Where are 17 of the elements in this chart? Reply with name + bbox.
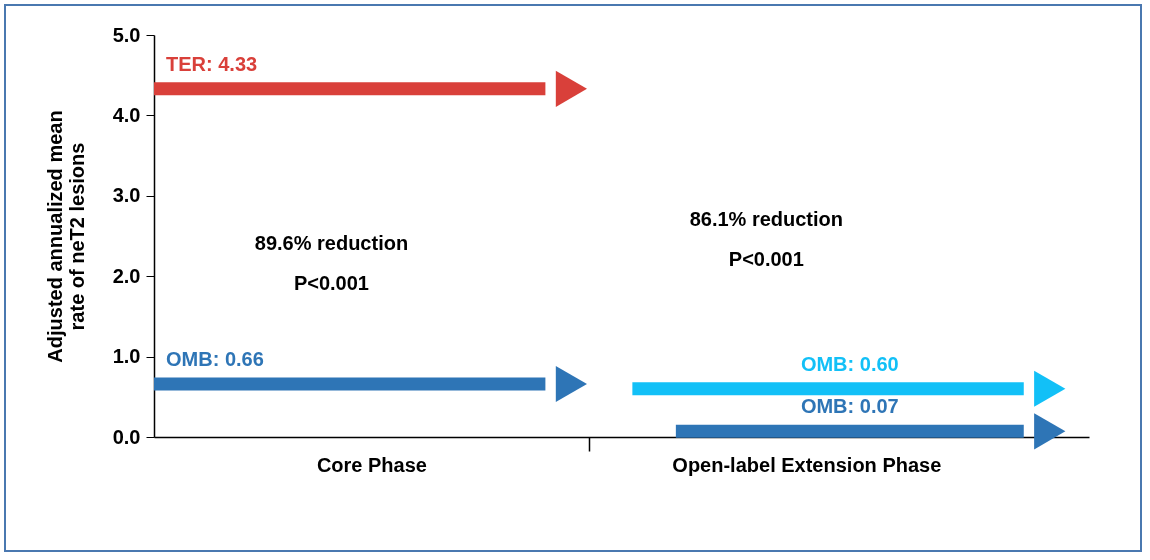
x-tick-label: Open-label Extension Phase — [672, 453, 942, 476]
x-tick-label: Core Phase — [316, 453, 427, 476]
y-tick-label: 4.0 — [112, 103, 141, 126]
y-tick-label: 5.0 — [112, 23, 141, 46]
data-label: TER: 4.33 — [166, 52, 258, 75]
data-label: OMB: 0.60 — [800, 352, 899, 375]
y-tick-label: 1.0 — [112, 345, 141, 368]
data-label: OMB: 0.07 — [800, 395, 899, 418]
y-tick-label: 2.0 — [112, 264, 141, 287]
annotation: P<0.001 — [728, 248, 804, 271]
y-tick-label: 0.0 — [112, 425, 141, 448]
annotation: 89.6% reduction — [254, 232, 409, 255]
annotation: 86.1% reduction — [689, 207, 844, 230]
annotation: P<0.001 — [293, 272, 369, 295]
data-label: OMB: 0.66 — [166, 347, 264, 370]
y-tick-label: 3.0 — [112, 184, 141, 207]
y-axis-title: Adjusted annualized mean rate of neT2 lesions — [43, 110, 88, 363]
